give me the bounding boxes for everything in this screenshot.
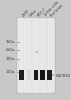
Text: MCF-7: MCF-7	[36, 7, 47, 17]
FancyBboxPatch shape	[35, 51, 38, 53]
Text: HeLa: HeLa	[29, 8, 38, 17]
FancyBboxPatch shape	[47, 70, 52, 80]
FancyBboxPatch shape	[17, 18, 55, 93]
FancyBboxPatch shape	[18, 18, 24, 93]
FancyBboxPatch shape	[47, 18, 53, 93]
Text: 293T: 293T	[21, 8, 30, 17]
FancyBboxPatch shape	[40, 70, 46, 80]
FancyBboxPatch shape	[33, 18, 39, 93]
FancyBboxPatch shape	[26, 18, 32, 93]
Text: 25Da-: 25Da-	[6, 48, 16, 52]
Text: 17Da-: 17Da-	[6, 57, 16, 61]
Text: UQCR10: UQCR10	[53, 73, 70, 77]
Text: 10Da-: 10Da-	[6, 70, 16, 74]
FancyBboxPatch shape	[34, 70, 38, 80]
FancyBboxPatch shape	[27, 70, 31, 80]
Text: Rat brain: Rat brain	[50, 3, 64, 17]
Text: 35Da-: 35Da-	[6, 40, 16, 44]
FancyBboxPatch shape	[40, 18, 46, 93]
Text: Jurkat cells: Jurkat cells	[43, 1, 60, 17]
FancyBboxPatch shape	[19, 70, 24, 80]
